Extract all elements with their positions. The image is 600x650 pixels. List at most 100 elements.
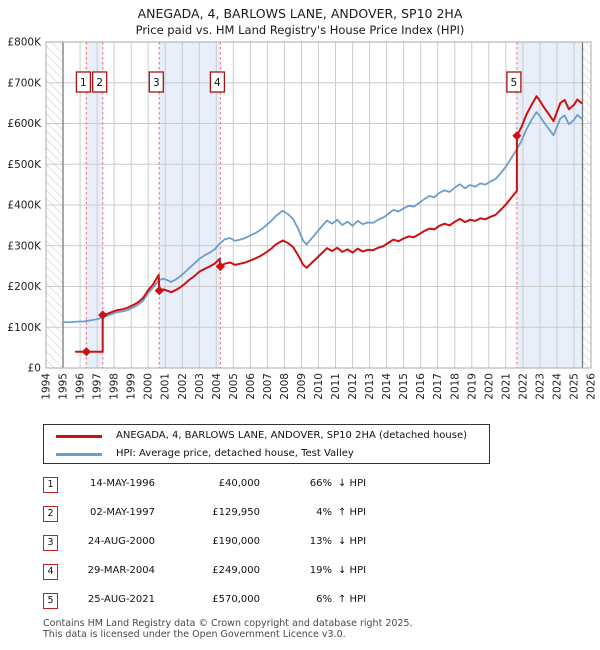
y-tick-label: £600K xyxy=(7,118,42,130)
x-tick-label: 2024 xyxy=(551,373,563,400)
x-tick-label: 2003 xyxy=(194,373,206,400)
y-tick-label: £400K xyxy=(7,200,42,212)
x-tick-label: 1995 xyxy=(58,373,70,400)
sale-price: £190,000 xyxy=(212,536,260,547)
y-tick-label: £800K xyxy=(7,37,42,49)
price-line-swatch xyxy=(56,435,102,438)
table-row: 5 25-AUG-2021 £570,000 6% ↑ HPI xyxy=(0,593,600,609)
x-tick-label: 2009 xyxy=(296,373,308,400)
svg-text:2: 2 xyxy=(96,77,103,89)
x-tick-label: 2020 xyxy=(483,373,495,400)
event-number-badge: 2 xyxy=(43,506,58,522)
x-tick-label: 2007 xyxy=(262,373,274,400)
sale-price: £40,000 xyxy=(218,478,260,489)
y-tick-label: £0 xyxy=(28,363,41,375)
event-number-box xyxy=(92,71,108,93)
svg-text:5: 5 xyxy=(511,77,518,89)
y-tick-label: £200K xyxy=(7,281,42,293)
hpi-delta-dir: ↓ HPI xyxy=(338,565,367,576)
sale-date: 25-AUG-2021 xyxy=(87,594,155,605)
y-tick-label: £700K xyxy=(7,77,42,89)
hpi-delta-dir: ↓ HPI xyxy=(338,478,367,489)
sale-date: 14-MAY-1996 xyxy=(89,478,155,489)
x-tick-label: 2001 xyxy=(160,373,172,400)
event-number-badge: 3 xyxy=(43,535,58,551)
event-number-badge: 1 xyxy=(43,477,58,493)
x-tick-label: 2015 xyxy=(398,373,410,400)
x-tick-label: 2021 xyxy=(500,373,512,400)
hpi-delta-dir: ↓ HPI xyxy=(338,536,367,547)
chart-subtitle: Price paid vs. HM Land Registry's House … xyxy=(135,23,465,37)
x-tick-label: 2005 xyxy=(228,373,240,400)
table-row: 3 24-AUG-2000 £190,000 13% ↓ HPI xyxy=(0,535,600,551)
sale-date: 29-MAR-2004 xyxy=(87,565,155,576)
legend-label: HPI: Average price, detached house, Test… xyxy=(116,448,354,459)
event-number-box xyxy=(75,71,92,93)
sale-price: £570,000 xyxy=(212,594,260,605)
licence-line: This data is licensed under the Open Gov… xyxy=(43,629,346,640)
sale-price: £249,000 xyxy=(212,565,260,576)
hpi-line-swatch xyxy=(56,453,102,456)
hpi-delta-pct: 4% xyxy=(316,507,332,518)
hpi-delta-pct: 66% xyxy=(309,478,332,489)
svg-text:4: 4 xyxy=(214,77,221,89)
event-number-badge: 5 xyxy=(43,593,58,609)
x-tick-label: 2026 xyxy=(586,373,598,400)
table-row: 2 02-MAY-1997 £129,950 4% ↑ HPI xyxy=(0,506,600,522)
svg-text:1: 1 xyxy=(80,77,87,89)
x-tick-label: 2008 xyxy=(279,373,291,400)
hpi-delta-pct: 19% xyxy=(309,565,332,576)
x-tick-label: 2006 xyxy=(245,373,257,400)
sale-marker xyxy=(98,310,108,320)
x-tick-label: 2011 xyxy=(330,373,342,400)
hpi-line xyxy=(62,111,583,324)
x-tick-label: 2000 xyxy=(143,373,155,400)
hpi-delta-dir: ↑ HPI xyxy=(338,594,367,605)
x-tick-label: 2010 xyxy=(313,373,325,400)
sale-price: £129,950 xyxy=(212,507,260,518)
x-tick-label: 2016 xyxy=(415,373,427,400)
x-tick-label: 1997 xyxy=(92,373,104,400)
x-tick-label: 2002 xyxy=(177,373,189,400)
event-number-box xyxy=(506,71,522,93)
x-tick-label: 1996 xyxy=(75,373,87,400)
hpi-delta-dir: ↑ HPI xyxy=(338,507,367,518)
y-tick-label: £300K xyxy=(7,240,42,252)
copyright-line: Contains HM Land Registry data © Crown c… xyxy=(43,618,413,629)
chart-svg: 1 2 3 4 5 £0 £100K £200K £300K £400K £500K £600K £70… xyxy=(7,37,598,400)
x-tick-label: 2019 xyxy=(466,373,478,400)
legend-item-price-paid: ANEGADA, 4, BARLOWS LANE, ANDOVER, SP10 … xyxy=(44,427,489,445)
x-tick-label: 2013 xyxy=(364,373,376,400)
x-tick-label: 2023 xyxy=(534,373,546,400)
hpi-delta-pct: 13% xyxy=(309,536,332,547)
legend-item-hpi: HPI: Average price, detached house, Test… xyxy=(44,445,489,463)
svg-text:3: 3 xyxy=(153,77,160,89)
sale-marker xyxy=(512,131,522,141)
sale-date: 02-MAY-1997 xyxy=(89,507,155,518)
table-row: 4 29-MAR-2004 £249,000 19% ↓ HPI xyxy=(0,564,600,580)
event-number-box xyxy=(148,71,164,93)
price-chart: 1 2 3 4 5 £0 £100K £200K £300K £400K £500K £600K £70… xyxy=(7,37,598,400)
y-tick-label: £100K xyxy=(7,322,42,334)
x-tick-label: 2018 xyxy=(449,373,461,400)
x-tick-label: 1994 xyxy=(41,373,53,400)
y-tick-label: £500K xyxy=(7,159,42,171)
x-tick-label: 1999 xyxy=(126,373,138,400)
sale-date: 24-AUG-2000 xyxy=(87,536,155,547)
hpi-delta-pct: 6% xyxy=(316,594,332,605)
event-number-badge: 4 xyxy=(43,564,58,580)
x-tick-label: 2014 xyxy=(381,373,393,400)
x-tick-label: 1998 xyxy=(109,373,121,400)
chart-legend: ANEGADA, 4, BARLOWS LANE, ANDOVER, SP10 … xyxy=(43,424,490,464)
x-tick-label: 2004 xyxy=(211,373,223,400)
chart-title: ANEGADA, 4, BARLOWS LANE, ANDOVER, SP10 … xyxy=(137,6,463,21)
x-tick-label: 2025 xyxy=(569,373,581,400)
sale-marker xyxy=(81,347,91,357)
legend-label: ANEGADA, 4, BARLOWS LANE, ANDOVER, SP10 … xyxy=(116,430,468,441)
x-tick-label: 2022 xyxy=(517,373,529,400)
sale-marker xyxy=(154,286,164,296)
table-row: 1 14-MAY-1996 £40,000 66% ↓ HPI xyxy=(0,477,600,493)
event-number-box xyxy=(209,71,226,93)
x-tick-label: 2012 xyxy=(347,373,359,400)
